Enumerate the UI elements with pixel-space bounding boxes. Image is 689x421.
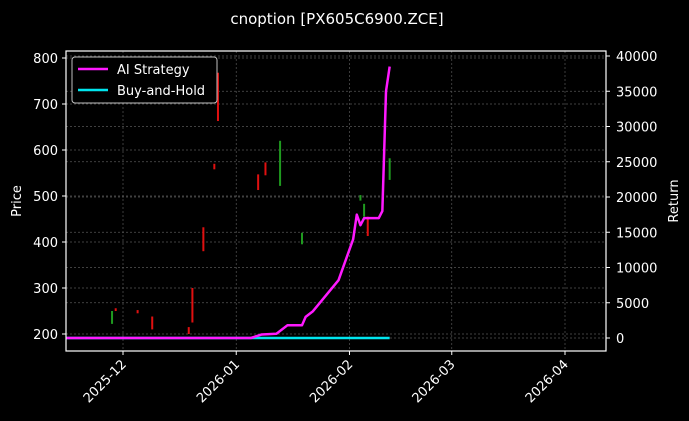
left-tick-label: 400	[33, 236, 58, 251]
candle	[216, 72, 219, 122]
left-tick-label: 700	[33, 98, 58, 113]
candle	[257, 174, 260, 191]
candle	[264, 162, 267, 176]
left-y-axis: 200 300 400 500 600 700 800	[33, 52, 66, 343]
x-axis: 2025-12 2026-01 2026-02 2026-03 2026-04	[81, 351, 572, 406]
price-candles	[111, 72, 391, 334]
right-tick-label: 15000	[616, 226, 657, 241]
ai-strategy-line	[66, 66, 391, 340]
candle	[151, 316, 154, 330]
plot-area-frame	[65, 50, 607, 352]
candle	[202, 227, 205, 252]
right-axis-label: Return	[667, 179, 682, 222]
right-tick-label: 35000	[616, 85, 657, 100]
right-tick-label: 5000	[616, 297, 649, 312]
chart-title: cnoption [PX605C6900.ZCE]	[230, 10, 443, 28]
candle	[300, 232, 303, 245]
x-tick-label: 2026-02	[307, 357, 356, 406]
right-tick-label: 30000	[616, 121, 657, 136]
candle	[114, 308, 117, 311]
candle	[366, 216, 369, 237]
right-tick-label: 0	[616, 332, 624, 347]
legend: AI Strategy Buy-and-Hold	[71, 56, 218, 104]
x-tick-label: 2026-04	[523, 357, 572, 406]
candle	[388, 158, 391, 180]
candle	[363, 203, 366, 217]
candle	[136, 310, 139, 314]
right-tick-label: 20000	[616, 191, 657, 206]
candle	[111, 311, 114, 324]
right-y-axis: 0 5000 10000 15000 20000 25000 30000 35000 40000	[606, 50, 657, 347]
legend-ai-strategy: AI Strategy	[117, 63, 190, 78]
x-tick-label: 2026-03	[410, 357, 459, 406]
left-tick-label: 800	[33, 52, 58, 67]
right-tick-label: 40000	[616, 50, 657, 65]
candle	[213, 163, 216, 170]
left-tick-label: 200	[33, 328, 58, 343]
left-tick-label: 600	[33, 144, 58, 159]
legend-buy-and-hold: Buy-and-Hold	[117, 84, 205, 99]
x-tick-label: 2026-01	[194, 357, 243, 406]
left-tick-label: 300	[33, 282, 58, 297]
candle	[279, 140, 282, 186]
left-tick-label: 500	[33, 190, 58, 205]
candle	[187, 327, 190, 334]
right-tick-label: 25000	[616, 156, 657, 171]
candle	[359, 195, 362, 201]
candle	[191, 288, 194, 323]
x-tick-label: 2025-12	[81, 357, 130, 406]
right-tick-label: 10000	[616, 262, 657, 277]
left-axis-label: Price	[10, 185, 25, 217]
